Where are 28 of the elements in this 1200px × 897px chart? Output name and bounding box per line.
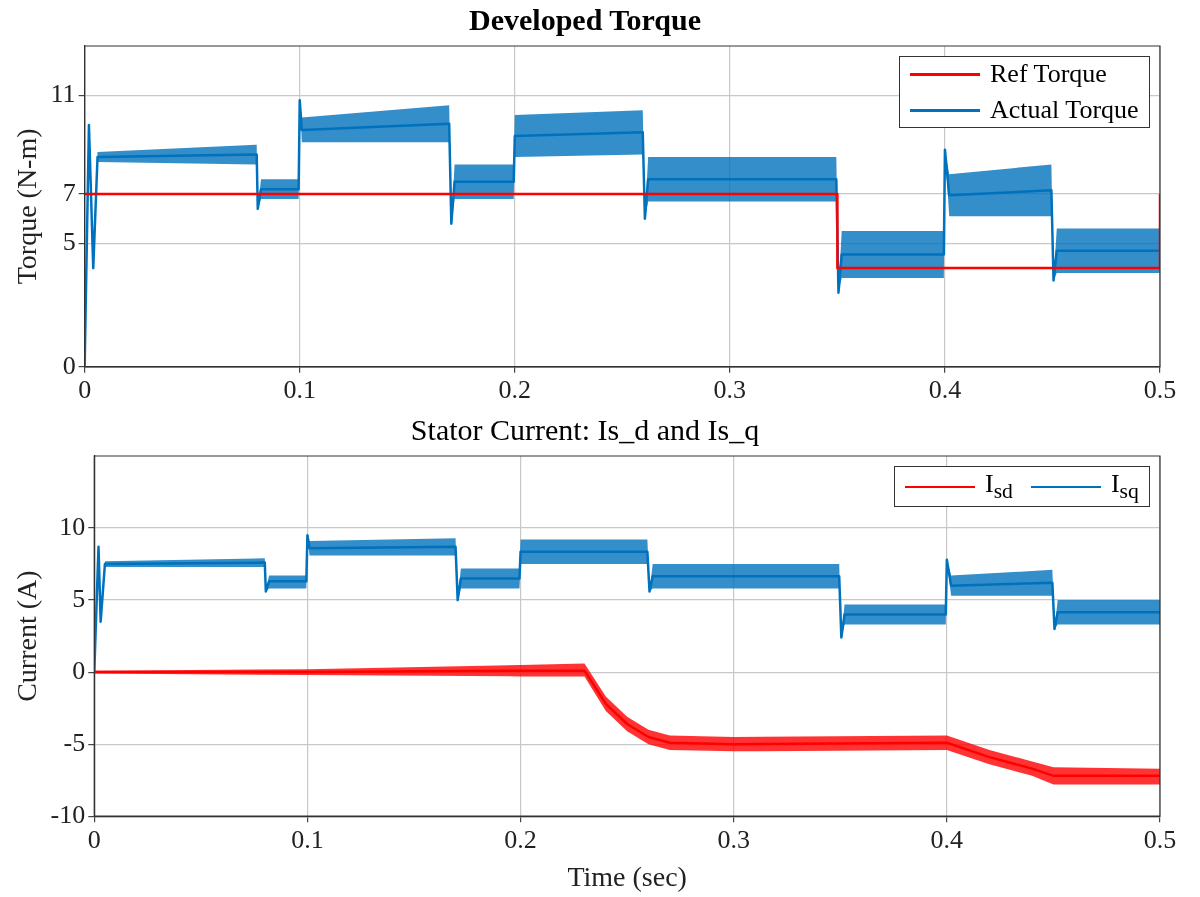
- x-tick-label: 0.3: [713, 375, 747, 405]
- legend-label: Actual Torque: [990, 95, 1139, 125]
- legend-label: Ref Torque: [990, 59, 1107, 89]
- chart-title: Stator Current: Is_d and Is_q: [410, 412, 760, 446]
- legend-label: I$_{sq}$: [1110, 469, 1139, 505]
- x-tick-label: 0.2: [504, 824, 537, 854]
- x-tick-label: 0.1: [291, 824, 324, 854]
- chart-title: Developed Torque: [469, 2, 701, 36]
- y-tick-label: 5: [62, 227, 76, 257]
- x-tick-label: 0.3: [717, 824, 750, 854]
- y-tick-label: 0: [72, 655, 86, 685]
- y-tick-label: -5: [63, 727, 86, 757]
- y-axis-title: Torque (N-m): [11, 128, 43, 285]
- y-tick-label: -10: [50, 800, 86, 830]
- y-tick-label: 10: [59, 511, 86, 541]
- y-axis-title: Current (A): [11, 570, 43, 702]
- x-tick-label: 0.5: [1143, 824, 1177, 854]
- y-tick-label: 5: [72, 583, 86, 613]
- x-axis-title: Time (sec): [567, 860, 687, 892]
- y-tick-label: 7: [62, 177, 76, 207]
- x-tick-label: 0.1: [283, 375, 316, 405]
- y-tick-label: 0: [62, 350, 76, 380]
- x-tick-label: 0.4: [930, 824, 964, 854]
- y-tick-label: 11: [50, 79, 76, 109]
- x-tick-label: 0.5: [1143, 375, 1177, 405]
- legend-label: I$_{sd}$: [985, 469, 1013, 505]
- x-tick-label: 0.2: [498, 375, 532, 405]
- x-tick-label: 0.4: [928, 375, 962, 405]
